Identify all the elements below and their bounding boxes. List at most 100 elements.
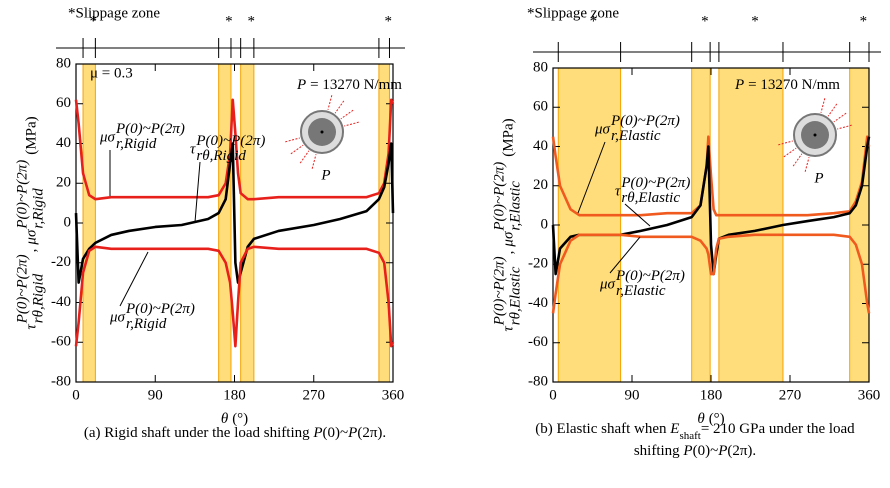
y-axis-label: τP(0)~P(2π) rθ,Rigid,μσP(0)~P(2π) r,Rigid(… — [14, 116, 46, 329]
load-arrow — [837, 124, 852, 130]
leader-line — [194, 161, 201, 223]
x-tick-label: 360 — [858, 387, 881, 403]
curve-label-sup: P(0)~P(2π) — [125, 301, 195, 317]
zone-marker: * — [860, 13, 868, 29]
y-label-tau-sup: P(0)~P(2π) — [491, 256, 507, 326]
slippage-zone — [718, 67, 784, 383]
curve-label-base: μσ — [594, 121, 611, 137]
y-label-mu-sup: P(0)~P(2π) — [491, 162, 507, 232]
mu-label: μ = 0.3 — [90, 65, 133, 81]
x-label-unit: (°) — [232, 411, 248, 427]
zone-marker: * — [590, 13, 598, 29]
curve-label: τP(0)~P(2π)rθ,Rigid — [190, 133, 265, 164]
load-arrow — [792, 153, 803, 167]
load-arrow — [344, 121, 359, 127]
zone-label: *Slippage zone — [68, 5, 160, 21]
y-label-sep: , — [23, 249, 39, 253]
curve-label: μσP(0)~P(2π)r,Elastic — [599, 268, 685, 299]
leader-line — [624, 203, 651, 227]
curve-label-sup: P(0)~P(2π) — [615, 268, 685, 284]
y-tick-label: -40 — [51, 294, 71, 310]
x-label-symbol: θ — [221, 411, 229, 427]
y-tick-label: 0 — [64, 214, 72, 230]
slippage-zone — [691, 67, 711, 383]
load-arrow — [340, 109, 354, 120]
y-tick-label: -60 — [528, 334, 548, 350]
curve — [551, 233, 871, 314]
caption-part: = 210 GPa under the load — [701, 421, 855, 437]
curve-label-base: τ — [615, 183, 621, 199]
y-label-tau-sub: rθ,Rigid — [30, 273, 46, 323]
y-tick-label: 60 — [533, 99, 548, 115]
force-label: P — [813, 170, 823, 186]
y-tick-label: 60 — [56, 95, 71, 111]
force-label: P — [320, 167, 330, 183]
caption-part: P — [682, 443, 692, 459]
curve-label-sub: rθ,Rigid — [196, 148, 246, 164]
caption-part: E — [669, 421, 679, 437]
leader-line — [577, 141, 606, 214]
load-arrow — [299, 150, 310, 164]
y-label-tau-base: τ — [23, 324, 39, 330]
y-label-unit: (MPa) — [500, 118, 516, 156]
curve-label-sup: P(0)~P(2π) — [610, 113, 680, 129]
caption-part: shifting — [634, 443, 684, 459]
y-tick-label: 20 — [533, 177, 548, 193]
y-label-tau-sup: P(0)~P(2π) — [14, 254, 30, 324]
x-label-symbol: θ — [697, 411, 705, 427]
leader-line — [119, 251, 149, 307]
x-tick-label: 270 — [303, 387, 326, 403]
load-arrow — [804, 157, 810, 172]
curve-label-sup: P(0)~P(2π) — [195, 133, 265, 149]
caption-part: (b) Elastic shaft when — [535, 421, 670, 437]
y-tick-label: 80 — [56, 55, 71, 71]
caption-part: (0)~ — [323, 425, 349, 441]
caption: (a) Rigid shaft under the load shifting … — [84, 425, 386, 441]
curve-label: τP(0)~P(2π)rθ,Elastic — [615, 175, 690, 206]
y-tick-label: 80 — [533, 59, 548, 75]
x-axis-label: θ (°) — [221, 411, 248, 427]
load-arrow — [778, 140, 793, 146]
y-label-unit: (MPa) — [23, 116, 39, 154]
curve-label: μσP(0)~P(2π)r,Rigid — [99, 121, 185, 152]
load-arrow — [290, 144, 304, 155]
x-tick-label: 360 — [382, 387, 405, 403]
zone-marker: * — [701, 13, 709, 29]
slippage-zone — [82, 63, 96, 383]
caption-part: P — [717, 443, 727, 459]
load-arrow — [783, 147, 797, 158]
curve-label-sub: r,Elastic — [616, 283, 666, 299]
y-tick-label: -80 — [528, 373, 548, 389]
zone-marker: * — [248, 13, 256, 29]
curve — [74, 98, 395, 201]
caption-part: (0)~ — [693, 443, 719, 459]
y-label-mu-sup: P(0)~P(2π) — [14, 160, 30, 230]
curve — [74, 142, 395, 284]
load-symbol: P — [734, 77, 744, 93]
y-label-mu-base: μσ — [23, 229, 39, 246]
x-tick-label: 90 — [148, 387, 163, 403]
y-tick-label: 0 — [541, 216, 549, 232]
caption-part: (2π). — [357, 425, 386, 441]
curve-label-sup: P(0)~P(2π) — [115, 121, 185, 137]
load-text: = 13270 N/mm — [310, 77, 402, 93]
curve — [74, 245, 395, 348]
y-tick-label: -40 — [528, 295, 548, 311]
x-tick-label: 180 — [223, 387, 246, 403]
caption-part: (a) Rigid shaft under the load shifting — [84, 425, 314, 441]
x-tick-label: 0 — [549, 387, 557, 403]
shaft-center — [320, 130, 324, 134]
y-label-tau-sub: rθ,Elastic — [507, 266, 523, 325]
y-label-tau-base: τ — [500, 326, 516, 332]
slippage-zone — [218, 63, 232, 383]
caption-part: P — [312, 425, 322, 441]
load-text: = 13270 N/mm — [748, 77, 840, 93]
load-arrow — [827, 103, 838, 117]
x-axis-label: θ (°) — [697, 411, 724, 427]
curve-label-base: μσ — [109, 309, 126, 325]
load-arrow — [334, 100, 345, 114]
load-arrow — [311, 154, 317, 169]
curve-label-sub: r,Elastic — [611, 128, 661, 144]
curve-label: μσP(0)~P(2π)r,Elastic — [594, 113, 680, 144]
y-tick-label: -20 — [51, 254, 71, 270]
